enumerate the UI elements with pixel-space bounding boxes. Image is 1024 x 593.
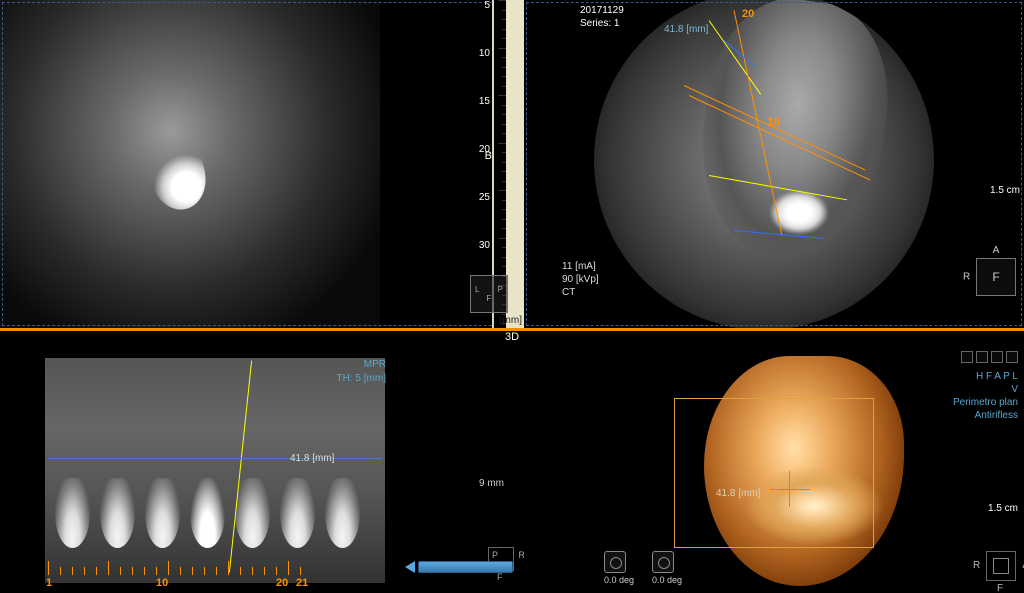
ruler-tick-20: 20 [479, 144, 490, 155]
orientation-indicator[interactable]: A R F [976, 258, 1016, 296]
ruler-2021: 20 [276, 577, 288, 589]
ruler-tick-15: 15 [479, 96, 490, 107]
render-options-links: H F A P L V Perimetro plan Antirifless [953, 370, 1018, 422]
scan-metadata: 20171129 Series: 1 [580, 4, 624, 30]
ruler-10: 10 [156, 577, 168, 589]
tool-icon-1[interactable] [961, 351, 973, 363]
marker-10: 10 [767, 115, 780, 129]
tool-icon-3[interactable] [991, 351, 1003, 363]
rotation-controls: 0.0 deg 0.0 deg [604, 551, 682, 585]
position-slider[interactable] [418, 561, 513, 573]
panoramic-ruler[interactable]: 1 10 20 21 [48, 565, 382, 585]
perimetro-link[interactable]: Perimetro plan [953, 396, 1018, 409]
scan-date: 20171129 [580, 4, 624, 17]
bounding-box[interactable] [674, 398, 874, 548]
tool-icon-4[interactable] [1006, 351, 1018, 363]
measurement-label-bl: 41.8 [mm] [290, 453, 334, 464]
scale-label: 1.5 cm [990, 185, 1020, 196]
mpr-info: MPR TH: 5 [mm] [337, 358, 386, 386]
ruler-1: 1 [46, 577, 52, 589]
h-rotation-value: 0.0 deg [604, 575, 634, 585]
scale-label-3d: 1.5 cm [988, 503, 1018, 514]
scan-series: Series: 1 [580, 17, 624, 30]
panel-divider-3d: 3D [0, 328, 1024, 348]
acquisition-parameters: 11 [mA] 90 [kVp] CT [562, 260, 599, 299]
v-rotation-value: 0.0 deg [652, 575, 682, 585]
ruler-tick-25: 25 [479, 192, 490, 203]
ruler-unit-label: [mm] [500, 315, 522, 326]
view-tool-icons[interactable] [961, 351, 1018, 363]
ruler-tick-10: 10 [479, 48, 490, 59]
marker-20: 20 [742, 8, 754, 20]
slider-arrow-icon[interactable] [405, 561, 415, 573]
axial-panel[interactable]: 20171129 Series: 1 20 10 41.8 [mm] 11 [m… [524, 0, 1024, 328]
measurement-label-3d: 41.8 [mm] [716, 488, 760, 499]
divider-label: 3D [505, 331, 519, 343]
v-link[interactable]: V [953, 383, 1018, 396]
kvp-value: 90 [kVp] [562, 273, 599, 286]
teeth-row [55, 428, 375, 548]
scale-9mm: 9 mm [479, 478, 504, 489]
rotate-horizontal-icon[interactable] [604, 551, 626, 573]
orientation-indicator-3d[interactable]: R A F [986, 551, 1016, 581]
volume-3d-panel[interactable]: H F A P L V Perimetro plan Antirifless 4… [524, 348, 1024, 593]
tool-icon-2[interactable] [976, 351, 988, 363]
hfapl-link[interactable]: H F A P L [953, 370, 1018, 383]
cross-section-panel[interactable]: B 5 10 15 20 25 30 LP F [mm] [0, 0, 524, 328]
crosshair-h [770, 489, 810, 490]
mpr-label: MPR [337, 358, 386, 372]
rotate-vertical-icon[interactable] [652, 551, 674, 573]
measurement-label: 41.8 [mm] [664, 24, 708, 35]
ruler-tick-30: 30 [479, 240, 490, 251]
ct-axial-image [594, 0, 934, 330]
panoramic-panel[interactable]: MPR TH: 5 [mm] 41.8 [mm] 9 mm 1 10 20 21… [0, 348, 524, 593]
modality-value: CT [562, 286, 599, 299]
crosshair-v [789, 471, 790, 507]
ma-value: 11 [mA] [562, 260, 599, 273]
th-label: TH: 5 [mm] [337, 372, 386, 386]
antirifless-link[interactable]: Antirifless [953, 409, 1018, 422]
ruler-tick-5: 5 [484, 0, 490, 11]
